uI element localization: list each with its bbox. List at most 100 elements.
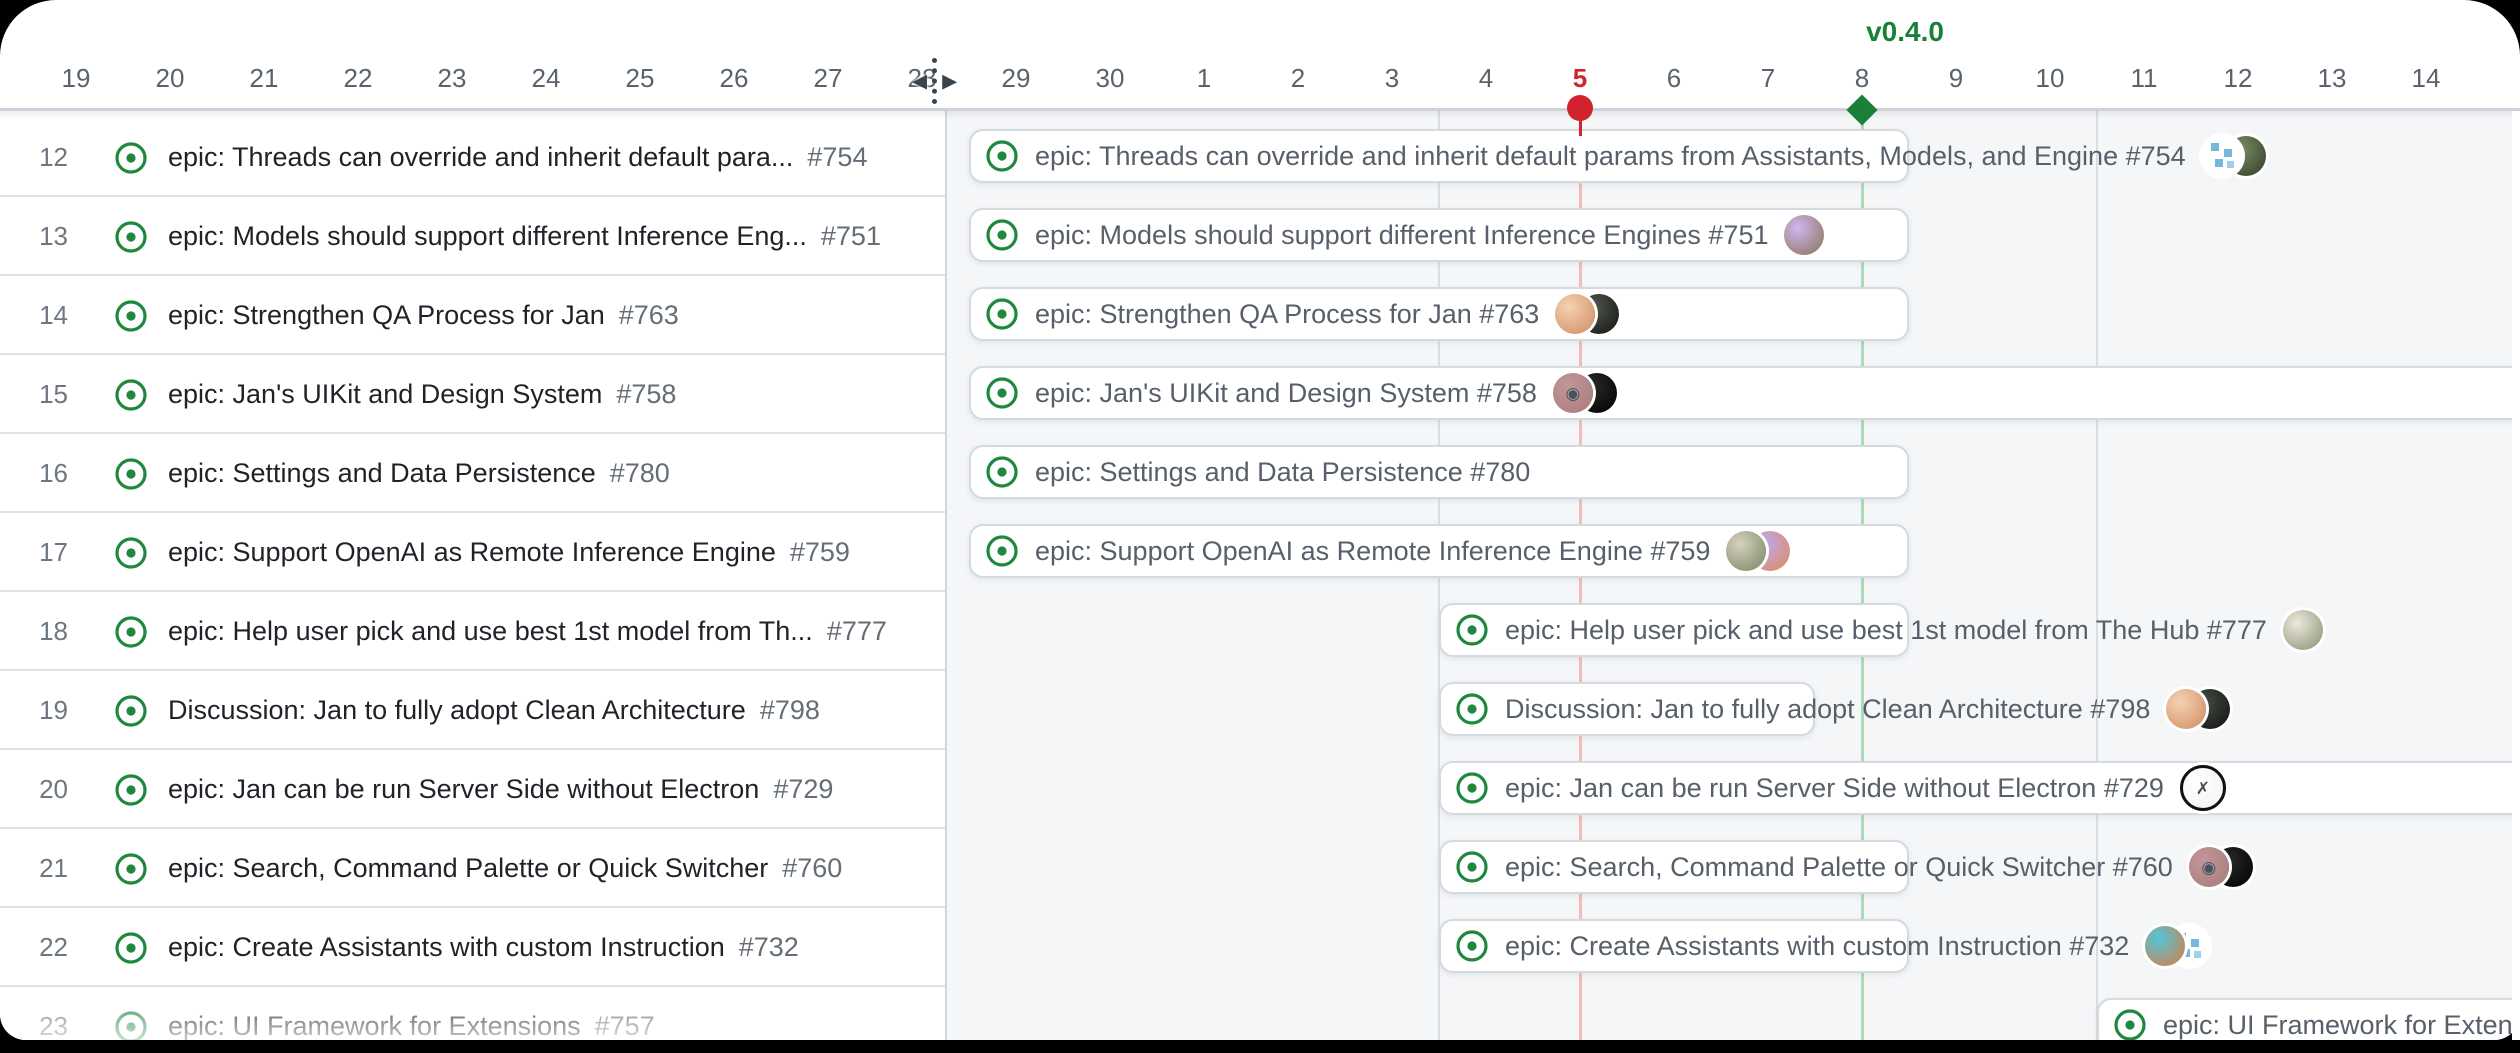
header-divider xyxy=(0,108,2520,111)
today-marker-stem xyxy=(1579,118,1582,136)
mauve-eye-avatar[interactable]: ◉ xyxy=(2188,847,2229,887)
table-row-13[interactable]: 13 epic: Models should support different … xyxy=(0,195,945,276)
mauve-eye-avatar[interactable]: ◉ xyxy=(1552,373,1593,413)
cat-cartoon-avatar[interactable] xyxy=(2145,926,2186,966)
signature-avatar[interactable]: ✗ xyxy=(2179,765,2226,811)
bar-title: epic: Jan's UIKit and Design System #758 xyxy=(1035,377,1537,408)
day-label-21: 21 xyxy=(249,63,279,93)
cat-photo-avatar[interactable] xyxy=(2282,610,2323,650)
issue-title: epic: Search, Command Palette or Quick S… xyxy=(168,853,769,883)
day-label-19: 19 xyxy=(61,63,91,93)
roadmap-bar-17[interactable]: epic: Support OpenAI as Remote Inference… xyxy=(969,524,1909,578)
bar-title: epic: Threads can override and inherit d… xyxy=(1035,140,2186,171)
table-row-15[interactable]: 15 epic: Jan's UIKit and Design System #75… xyxy=(0,353,945,434)
day-label-23: 23 xyxy=(437,63,467,93)
morty-cartoon-avatar[interactable] xyxy=(2166,689,2207,729)
day-label-24: 24 xyxy=(531,63,561,93)
roadmap-bar-23[interactable]: epic: UI Framework for Extensions #757 xyxy=(2097,998,2520,1040)
roadmap-bar-16[interactable]: epic: Settings and Data Persistence #780 xyxy=(969,445,1909,499)
row-number: 17 xyxy=(39,537,68,567)
assignee-avatar-stack xyxy=(1555,294,1620,334)
issue-title: epic: Settings and Data Persistence xyxy=(168,458,596,488)
table-row-12[interactable]: 12 epic: Threads can override and inherit… xyxy=(0,118,945,197)
day-label-25: 25 xyxy=(625,63,655,93)
day-label-1: 1 xyxy=(1196,63,1212,93)
open-issue-icon xyxy=(114,220,148,254)
table-row-22[interactable]: 22 epic: Create Assistants with custom In… xyxy=(0,906,945,987)
edge-sliver-divider xyxy=(2512,108,2520,111)
day-label-28: 28 xyxy=(907,63,937,93)
open-issue-icon xyxy=(985,139,1019,173)
roadmap-bar-21[interactable]: epic: Search, Command Palette or Quick S… xyxy=(1439,840,2253,894)
bar-title: epic: Settings and Data Persistence #780 xyxy=(1035,456,1531,487)
assignee-avatar-stack xyxy=(1726,531,1791,571)
mauve-eye-avatar-glyph: ◉ xyxy=(2201,857,2217,877)
roadmap-bar-13[interactable]: epic: Models should support different In… xyxy=(969,208,1909,262)
day-label-10: 10 xyxy=(2035,63,2065,93)
bar-title: epic: Models should support different In… xyxy=(1035,219,1769,250)
row-number: 20 xyxy=(39,774,68,804)
open-issue-icon xyxy=(114,931,148,965)
resize-arrow-right-icon: ▸ xyxy=(942,64,958,97)
assignee-avatar-stack xyxy=(1784,215,1825,255)
table-row-19[interactable]: 19 Discussion: Jan to fully adopt Clean A… xyxy=(0,669,945,750)
morty-cartoon-avatar[interactable] xyxy=(1555,294,1596,334)
roadmap-table-panel: 12 epic: Threads can override and inherit… xyxy=(0,111,945,1040)
open-issue-icon xyxy=(114,1010,148,1040)
roadmap-bar-19[interactable]: Discussion: Jan to fully adopt Clean Arc… xyxy=(1439,682,2231,736)
day-label-9: 9 xyxy=(1948,63,1964,93)
column-resize-handle-icon[interactable]: ◂ ▸ xyxy=(912,57,957,105)
animal-photo-avatar[interactable] xyxy=(1726,531,1767,571)
row-number: 23 xyxy=(39,1011,68,1040)
table-row-18[interactable]: 18 epic: Help user pick and use best 1st … xyxy=(0,590,945,671)
open-issue-icon xyxy=(1455,850,1489,884)
row-number: 19 xyxy=(39,695,68,725)
assignee-avatar-stack: ✗ xyxy=(2179,765,2226,811)
open-issue-icon xyxy=(114,299,148,333)
open-issue-icon xyxy=(1455,613,1489,647)
day-label-30: 30 xyxy=(1095,63,1125,93)
roadmap-bar-22[interactable]: epic: Create Assistants with custom Inst… xyxy=(1439,919,2210,973)
open-issue-icon xyxy=(985,455,1019,489)
mauve-eye-avatar-glyph: ◉ xyxy=(1565,383,1581,403)
roadmap-bar-18[interactable]: epic: Help user pick and use best 1st mo… xyxy=(1439,603,2323,657)
open-issue-icon xyxy=(1455,692,1489,726)
issue-number: #758 xyxy=(616,379,677,409)
issue-number: #760 xyxy=(782,853,843,883)
table-row-23[interactable]: 23 epic: UI Framework for Extensions #757 xyxy=(0,985,945,1040)
open-issue-icon xyxy=(114,378,148,412)
jan-logo-avatar[interactable] xyxy=(2201,136,2242,176)
day-label-5: 5 xyxy=(1572,63,1588,93)
issue-number: #777 xyxy=(826,616,887,646)
row-number: 16 xyxy=(39,458,68,488)
table-row-21[interactable]: 21 epic: Search, Command Palette or Quick… xyxy=(0,827,945,908)
roadmap-bar-14[interactable]: epic: Strengthen QA Process for Jan #763 xyxy=(969,287,1909,341)
today-marker-icon xyxy=(1567,95,1593,121)
roadmap-bar-12[interactable]: epic: Threads can override and inherit d… xyxy=(969,129,2266,183)
panel-separator[interactable] xyxy=(945,108,947,1040)
issue-number: #751 xyxy=(820,221,881,251)
open-issue-icon xyxy=(985,218,1019,252)
table-row-14[interactable]: 14 epic: Strengthen QA Process for Jan #76… xyxy=(0,274,945,355)
row-number: 22 xyxy=(39,932,68,962)
row-number: 15 xyxy=(39,379,68,409)
day-label-22: 22 xyxy=(343,63,373,93)
bar-title: epic: Support OpenAI as Remote Inference… xyxy=(1035,535,1711,566)
issue-number: #729 xyxy=(773,774,834,804)
issue-title: epic: Jan's UIKit and Design System xyxy=(168,379,603,409)
issue-number: #754 xyxy=(807,142,868,172)
roadmap-bar-20[interactable]: epic: Jan can be run Server Side without… xyxy=(1439,761,2520,815)
user-photo-avatar[interactable] xyxy=(1784,215,1825,255)
table-row-20[interactable]: 20 epic: Jan can be run Server Side witho… xyxy=(0,748,945,829)
open-issue-icon xyxy=(985,297,1019,331)
issue-title: epic: Support OpenAI as Remote Inference… xyxy=(168,537,776,567)
day-label-8: 8 xyxy=(1854,63,1870,93)
roadmap-bar-15[interactable]: epic: Jan's UIKit and Design System #758… xyxy=(969,366,2520,420)
open-issue-icon xyxy=(114,773,148,807)
table-row-16[interactable]: 16 epic: Settings and Data Persistence #78… xyxy=(0,432,945,513)
day-label-12: 12 xyxy=(2223,63,2253,93)
day-label-27: 27 xyxy=(813,63,843,93)
table-row-17[interactable]: 17 epic: Support OpenAI as Remote Inferen… xyxy=(0,511,945,592)
